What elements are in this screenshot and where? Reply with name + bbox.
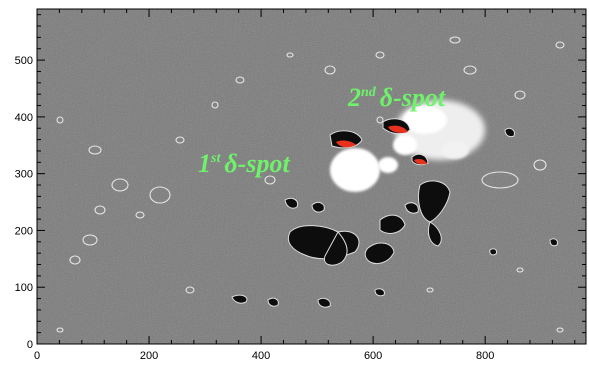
y-tick-label: 0 — [27, 339, 33, 351]
x-tick-label: 200 — [140, 350, 158, 362]
plot-frame — [36, 8, 587, 345]
x-tick-label: 400 — [252, 350, 270, 362]
positive-polarity-region — [330, 100, 485, 192]
y-tick-label: 300 — [15, 169, 33, 181]
y-axis: 0 100 200 300 400 500 — [15, 14, 586, 351]
y-tick-label: 200 — [15, 225, 33, 237]
y-tick-label: 400 — [15, 112, 33, 124]
y-tick-label: 500 — [15, 55, 33, 67]
annotation-second-delta-spot: 2nd δ-spot — [347, 83, 446, 112]
x-tick-label: 0 — [34, 350, 40, 362]
y-tick-label: 100 — [15, 282, 33, 294]
x-axis: 0 200 400 600 800 — [34, 9, 576, 362]
negative-polarity-region — [231, 118, 558, 308]
plage-contours — [56, 36, 565, 333]
annotation-first-delta-spot: 1st δ-spot — [198, 149, 290, 178]
x-tick-label: 800 — [476, 350, 494, 362]
magnetogram-image — [37, 9, 586, 344]
delta-highlights — [336, 125, 427, 165]
x-tick-label: 600 — [364, 350, 382, 362]
